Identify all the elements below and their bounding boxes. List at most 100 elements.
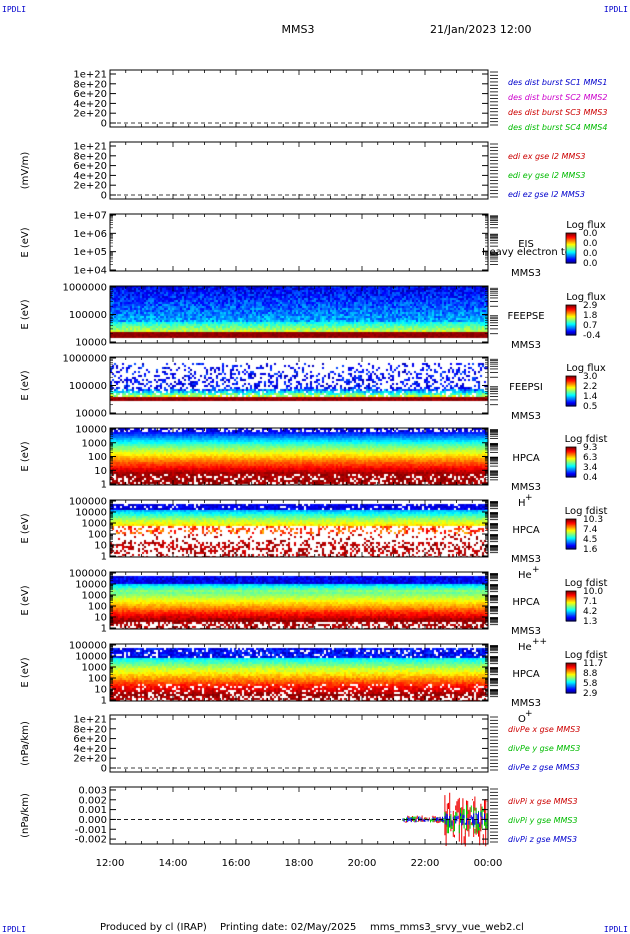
- spacecraft-label: MMS3: [511, 626, 541, 637]
- colorbar-segment: [566, 305, 576, 308]
- colorbar-segment: [566, 674, 576, 676]
- colorbar-segment: [566, 469, 576, 471]
- colorbar-segment: [566, 389, 576, 391]
- colorbar-segment: [566, 309, 576, 311]
- colorbar-segment: [566, 678, 576, 680]
- colorbar-segment: [566, 606, 576, 609]
- species-charge: +: [525, 709, 533, 719]
- colorbar-segment: [566, 249, 576, 251]
- colorbar-segment: [566, 447, 576, 449]
- colorbar-frame: [565, 304, 577, 336]
- colorbar-segment: [566, 534, 576, 537]
- species-label: O: [518, 714, 526, 725]
- colorbar-segment: [566, 519, 576, 522]
- colorbar-tick-label: 4.2: [583, 607, 597, 617]
- colorbar-segment: [566, 618, 576, 621]
- colorbar-segment: [566, 466, 576, 468]
- y-tick-label: 10000: [75, 652, 107, 663]
- y-tick-label: 0.001: [78, 805, 107, 816]
- colorbar-segment: [566, 383, 576, 385]
- colorbar-segment: [566, 236, 576, 239]
- colorbar-title: Log flux: [566, 363, 606, 374]
- colorbar-segment: [566, 233, 576, 236]
- y-tick-label: 0.002: [78, 795, 107, 806]
- spacecraft-title: MMS3: [282, 23, 315, 36]
- species-label: H: [518, 498, 526, 509]
- y-axis-label: E (eV): [20, 657, 31, 687]
- y-tick-label: 100: [88, 530, 107, 541]
- colorbar-segment: [566, 402, 576, 404]
- colorbar-segment: [566, 522, 576, 524]
- spacecraft-label: MMS3: [511, 340, 541, 351]
- y-tick-label: 4e+20: [73, 744, 107, 755]
- colorbar-segment: [566, 463, 576, 465]
- colorbar-segment: [566, 391, 576, 394]
- colorbar-segment: [566, 253, 576, 255]
- legend-entry: des dist burst SC3 MMS3: [508, 108, 607, 117]
- colorbar-segment: [566, 677, 576, 679]
- colorbar-segment: [566, 245, 576, 247]
- colorbar-segment: [566, 386, 576, 388]
- colorbar-segment: [566, 248, 576, 251]
- y-tick-label: 0: [101, 764, 107, 775]
- y-tick-label: 100: [88, 452, 107, 463]
- colorbar-segment: [566, 520, 576, 522]
- colorbar-segment: [566, 327, 576, 329]
- colorbar-tick-label: 4.5: [583, 535, 597, 545]
- colorbar-segment: [566, 618, 576, 620]
- y-tick-label: 100000: [69, 569, 107, 580]
- colorbar-segment: [566, 523, 576, 525]
- colorbar-tick-label: 6.3: [583, 453, 597, 463]
- y-tick-label: 8e+20: [73, 724, 107, 735]
- y-tick-label: 1e+21: [73, 142, 107, 153]
- colorbar-segment: [566, 609, 576, 611]
- colorbar-segment: [566, 666, 576, 669]
- colorbar-segment: [566, 613, 576, 615]
- x-tick-label: 16:00: [222, 858, 251, 869]
- colorbar-segment: [566, 475, 576, 477]
- y-tick-label: 10000: [75, 508, 107, 519]
- colorbar-segment: [566, 471, 576, 473]
- colorbar-segment: [566, 403, 576, 406]
- colorbar-segment: [566, 600, 576, 603]
- colorbar-segment: [566, 535, 576, 537]
- colorbar-segment: [566, 690, 576, 693]
- colorbar-segment: [566, 668, 576, 670]
- spectrogram-feepsi: [110, 357, 488, 414]
- instrument-label: EIS: [518, 239, 534, 250]
- colorbar-tick-label: 8.8: [583, 669, 598, 679]
- legend-entry: divPe z gse MMS3: [508, 763, 580, 772]
- y-tick-label: 10000: [75, 425, 107, 436]
- colorbar-segment: [566, 261, 576, 263]
- colorbar-title: Log flux: [566, 220, 606, 231]
- spectrogram-feepse: [110, 286, 488, 343]
- footer-produced: Produced by cl (IRAP): [100, 922, 207, 933]
- colorbar-segment: [566, 310, 576, 312]
- footer-file: mms_mms3_srvy_vue_web2.cl: [370, 922, 524, 933]
- panel-eis: 1e+07 1e+06 1e+05 1e+04 E (eV) EIS MMS3 Heavy e…: [20, 211, 606, 280]
- colorbar-segment: [566, 233, 576, 235]
- colorbar-segment: [566, 450, 576, 452]
- colorbar-segment: [566, 603, 576, 605]
- colorbar-frame: [565, 590, 577, 622]
- colorbar-segment: [566, 678, 576, 681]
- colorbar-segment: [566, 531, 576, 533]
- y-tick-label: 6e+20: [73, 734, 107, 745]
- colorbar-segment: [566, 545, 576, 547]
- colorbar-frame: [565, 662, 577, 694]
- colorbar-segment: [566, 593, 576, 595]
- x-tick-label: 18:00: [285, 858, 314, 869]
- colorbar-tick-label: 0.7: [583, 321, 597, 331]
- colorbar-segment: [566, 242, 576, 244]
- colorbar-segment: [566, 667, 576, 669]
- colorbar-segment: [566, 315, 576, 317]
- colorbar-segment: [566, 454, 576, 456]
- colorbar-segment: [566, 534, 576, 536]
- colorbar-segment: [566, 611, 576, 613]
- colorbar-segment: [566, 604, 576, 606]
- y-axis-label: E (eV): [20, 370, 31, 400]
- colorbar-segment: [566, 255, 576, 257]
- spacecraft-label: MMS3: [511, 554, 541, 565]
